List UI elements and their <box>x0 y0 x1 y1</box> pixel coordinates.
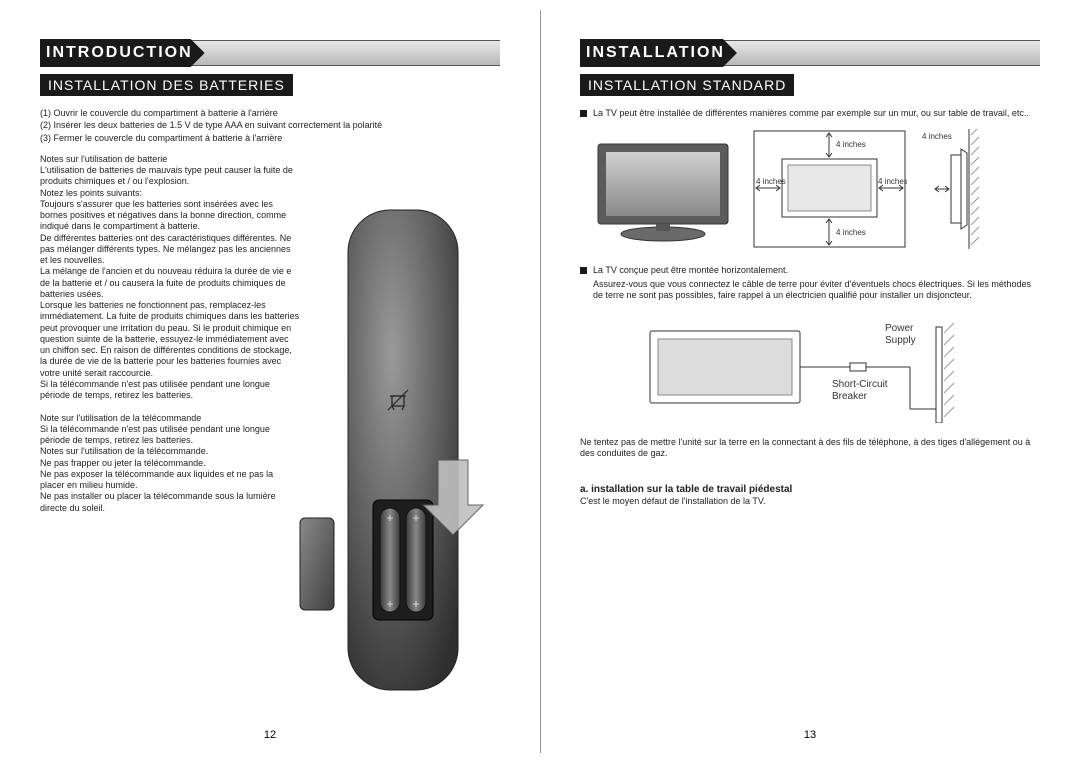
chapter-title-right: INSTALLATION <box>586 44 725 62</box>
battery-steps: (1) Ouvrir le couvercle du compartiment … <box>40 108 500 144</box>
side-mount-figure: 4 inches <box>921 129 981 249</box>
horizontal-block: La TV conçue peut être montée horizontal… <box>580 265 1040 301</box>
install-figures: 4 inches 4 inches 4 inches 4 inches <box>588 129 1040 249</box>
clearance-side: 4 inches <box>922 132 952 141</box>
step-3: (3) Fermer le couvercle du compartiment … <box>40 133 500 144</box>
subhead-left: INSTALLATION DES BATTERIES <box>40 74 293 96</box>
remote-illustration: + + + + <box>288 200 498 720</box>
bullet-square-icon <box>580 110 587 117</box>
chapter-title: INTRODUCTION <box>46 44 193 62</box>
bullet-square-icon-2 <box>580 267 587 274</box>
chapter-bar-right: INSTALLATION <box>580 40 1040 66</box>
page-left: INTRODUCTION INSTALLATION DES BATTERIES … <box>0 0 540 763</box>
chapter-arrow: INTRODUCTION <box>40 39 205 67</box>
svg-text:+: + <box>386 511 393 525</box>
clearance-bottom: 4 inches <box>836 228 866 237</box>
tv-stand-figure <box>588 134 738 244</box>
battery-notes: Notes sur l'utilisation de batterie L'ut… <box>40 154 300 514</box>
label-power2: Supply <box>885 335 916 346</box>
install-body: La TV peut être installée de différentes… <box>580 108 1040 119</box>
chapter-bar: INTRODUCTION <box>40 40 500 66</box>
step-2: (2) Insérer les deux batteries de 1.5 V … <box>40 120 500 131</box>
page-number-right: 13 <box>540 729 1080 741</box>
label-breaker2: Breaker <box>832 391 868 402</box>
section-a-title: a. installation sur la table de travail … <box>580 484 1040 497</box>
ground-para: Assurez-vous que vous connectez le câble… <box>593 279 1040 302</box>
subhead-right: INSTALLATION STANDARD <box>580 74 794 96</box>
page-right: INSTALLATION INSTALLATION STANDARD La TV… <box>540 0 1080 763</box>
bullet2-text: La TV conçue peut être montée horizontal… <box>593 265 788 276</box>
clearance-figure: 4 inches 4 inches 4 inches 4 inches <box>752 129 907 249</box>
chapter-arrow-right: INSTALLATION <box>580 39 737 67</box>
label-breaker1: Short-Circuit <box>832 379 888 390</box>
svg-text:+: + <box>386 597 393 611</box>
svg-text:+: + <box>412 597 419 611</box>
clearance-left: 4 inches <box>756 177 786 186</box>
clearance-right-lbl: 4 inches <box>878 177 907 186</box>
warn-para: Ne tentez pas de mettre l'unité sur la t… <box>580 437 1040 460</box>
bullet1-text: La TV peut être installée de différentes… <box>593 108 1040 119</box>
page-number-left: 12 <box>0 729 540 741</box>
step-1: (1) Ouvrir le couvercle du compartiment … <box>40 108 500 119</box>
clearance-top: 4 inches <box>836 140 866 149</box>
section-a: a. installation sur la table de travail … <box>580 484 1040 508</box>
label-power1: Power <box>885 323 914 334</box>
grounding-figure: Power Supply Short-Circuit Breaker <box>640 313 980 423</box>
svg-text:+: + <box>412 511 419 525</box>
section-a-body: C'est le moyen défaut de l'installation … <box>580 496 1040 507</box>
